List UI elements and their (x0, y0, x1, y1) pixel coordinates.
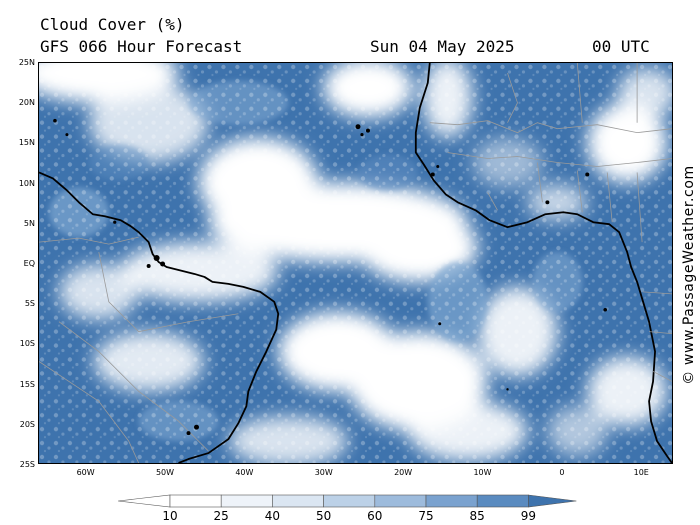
lat-label-15n: 15N (18, 138, 35, 148)
lat-label-10n: 10N (18, 178, 35, 188)
colorbar-min-arrow (118, 494, 171, 508)
lat-label-5n: 5N (23, 218, 35, 228)
lon-label-20w: 20W (394, 468, 413, 477)
map-canvas (39, 63, 672, 463)
lon-label-10w: 10W (473, 468, 492, 477)
colorbar-cell (323, 494, 376, 508)
islands (53, 118, 608, 436)
forecast-date: Sun 04 May 2025 (370, 37, 515, 56)
colorbar-label-75: 75 (418, 509, 434, 523)
lat-label-20n: 20N (18, 98, 35, 108)
lon-label-60w: 60W (76, 468, 95, 477)
colorbar (118, 494, 577, 508)
lat-label-25s: 25S (19, 460, 35, 469)
colorbar-cell (374, 494, 427, 508)
colorbar-label-40: 40 (264, 509, 281, 523)
colorbar-cell (220, 494, 273, 508)
lon-label-0: 0 (559, 468, 565, 477)
colorbar-max-arrow (528, 494, 577, 508)
cloud-cover-map (38, 62, 673, 464)
lon-label-50w: 50W (155, 468, 175, 477)
cloud-speckle-texture (39, 63, 672, 463)
colorbar-label-10: 10 (162, 509, 178, 523)
credit-text: © www.PassageWeather.com (681, 165, 697, 385)
credit-watermark: © www.PassageWeather.com (681, 150, 697, 400)
lat-label-eq: EQ (23, 259, 35, 268)
colorbar-cell (425, 494, 478, 508)
lat-label-25n: 25N (18, 58, 35, 67)
lat-label-15s: 15S (19, 379, 35, 389)
colorbar-cell (476, 494, 529, 508)
colorbar-label-85: 85 (469, 509, 485, 523)
model-forecast-label: GFS 066 Hour Forecast (40, 37, 243, 56)
lat-label-20s: 20S (19, 419, 35, 429)
colorbar-label-60: 60 (367, 509, 383, 523)
lat-label-5s: 5S (24, 299, 35, 309)
colorbar-cell (272, 494, 324, 508)
forecast-time: 00 UTC (592, 37, 650, 56)
lat-label-10s: 10S (19, 339, 35, 349)
colorbar-label-25: 25 (213, 509, 229, 523)
south-america-coastline (39, 171, 280, 463)
colorbar-label-50: 50 (315, 509, 332, 523)
lon-label-40w: 40W (235, 468, 254, 477)
lon-label-10e: 10E (633, 468, 649, 477)
product-title: Cloud Cover (%) (40, 15, 185, 34)
lon-label-30w: 30W (314, 468, 333, 477)
africa-coastline (414, 63, 672, 463)
colorbar-cell (169, 494, 222, 508)
coastlines (39, 63, 672, 463)
colorbar-label-99: 99 (520, 509, 537, 523)
